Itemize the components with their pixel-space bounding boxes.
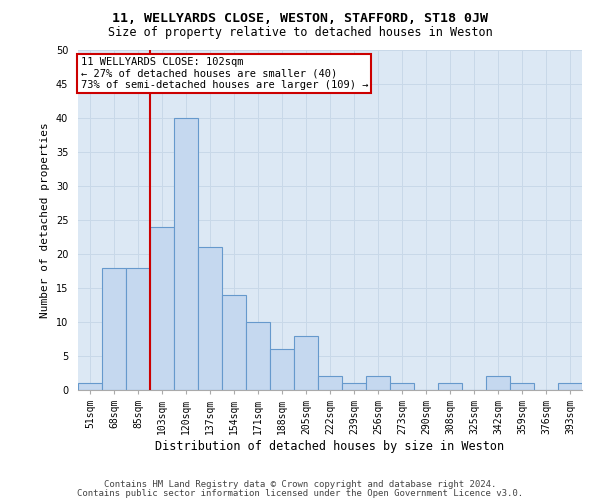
Y-axis label: Number of detached properties: Number of detached properties	[40, 122, 50, 318]
Bar	[270, 349, 294, 390]
Bar	[102, 268, 126, 390]
Bar	[342, 383, 366, 390]
Bar	[390, 383, 414, 390]
Bar	[78, 383, 102, 390]
Bar	[438, 383, 462, 390]
Bar	[486, 376, 510, 390]
Bar	[126, 268, 150, 390]
X-axis label: Distribution of detached houses by size in Weston: Distribution of detached houses by size …	[155, 440, 505, 453]
Text: Contains HM Land Registry data © Crown copyright and database right 2024.: Contains HM Land Registry data © Crown c…	[104, 480, 496, 489]
Text: 11 WELLYARDS CLOSE: 102sqm
← 27% of detached houses are smaller (40)
73% of semi: 11 WELLYARDS CLOSE: 102sqm ← 27% of deta…	[80, 57, 368, 90]
Bar	[246, 322, 270, 390]
Bar	[558, 383, 582, 390]
Bar	[174, 118, 198, 390]
Bar	[222, 295, 246, 390]
Bar	[366, 376, 390, 390]
Text: Contains public sector information licensed under the Open Government Licence v3: Contains public sector information licen…	[77, 488, 523, 498]
Text: Size of property relative to detached houses in Weston: Size of property relative to detached ho…	[107, 26, 493, 39]
Bar	[198, 247, 222, 390]
Bar	[510, 383, 534, 390]
Text: 11, WELLYARDS CLOSE, WESTON, STAFFORD, ST18 0JW: 11, WELLYARDS CLOSE, WESTON, STAFFORD, S…	[112, 12, 488, 26]
Bar	[318, 376, 342, 390]
Bar	[294, 336, 318, 390]
Bar	[150, 227, 174, 390]
